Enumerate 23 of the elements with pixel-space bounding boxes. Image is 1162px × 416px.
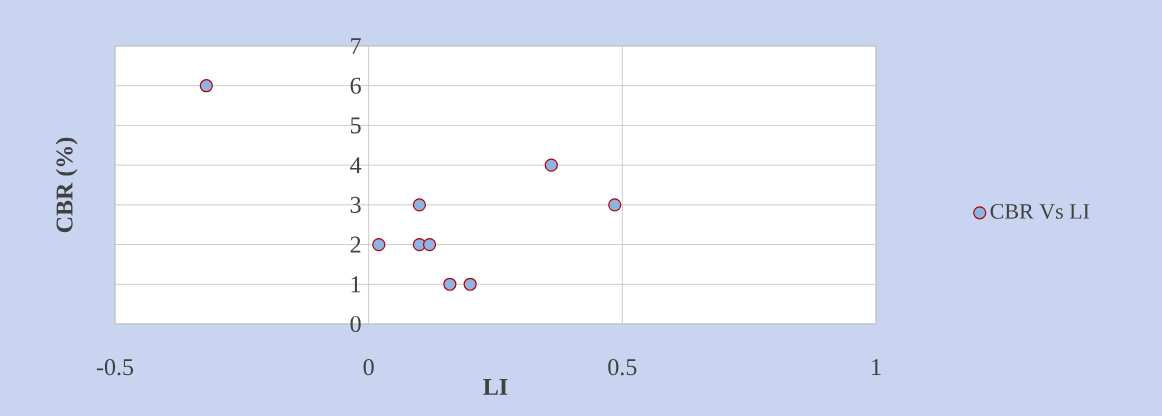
point <box>422 237 437 252</box>
point <box>608 198 622 212</box>
y-tick-label: 6 <box>350 77 361 94</box>
point <box>544 158 558 172</box>
y-tick-label: 5 <box>350 117 361 134</box>
y-axis-title: CBR (%) <box>55 137 78 233</box>
point <box>372 237 386 252</box>
point <box>463 277 477 291</box>
point <box>199 79 213 93</box>
point <box>412 198 426 212</box>
x-tick-label: 0 <box>363 359 374 376</box>
y-tick-label: 1 <box>351 276 361 293</box>
y-tick-label: 4 <box>350 157 362 174</box>
x-axis-title: LI <box>483 379 508 395</box>
legend-label: CBR Vs LI <box>990 204 1090 219</box>
x-tick-label: -0.5 <box>96 359 134 376</box>
y-tick-label: 3 <box>350 196 361 213</box>
y-tick-label: 2 <box>350 236 361 253</box>
point <box>443 277 457 291</box>
x-tick-label: 0.5 <box>608 359 637 376</box>
y-tick-label: 7 <box>351 38 361 54</box>
y-tick-label: 0 <box>350 315 361 333</box>
x-tick-label: 1 <box>872 359 881 375</box>
